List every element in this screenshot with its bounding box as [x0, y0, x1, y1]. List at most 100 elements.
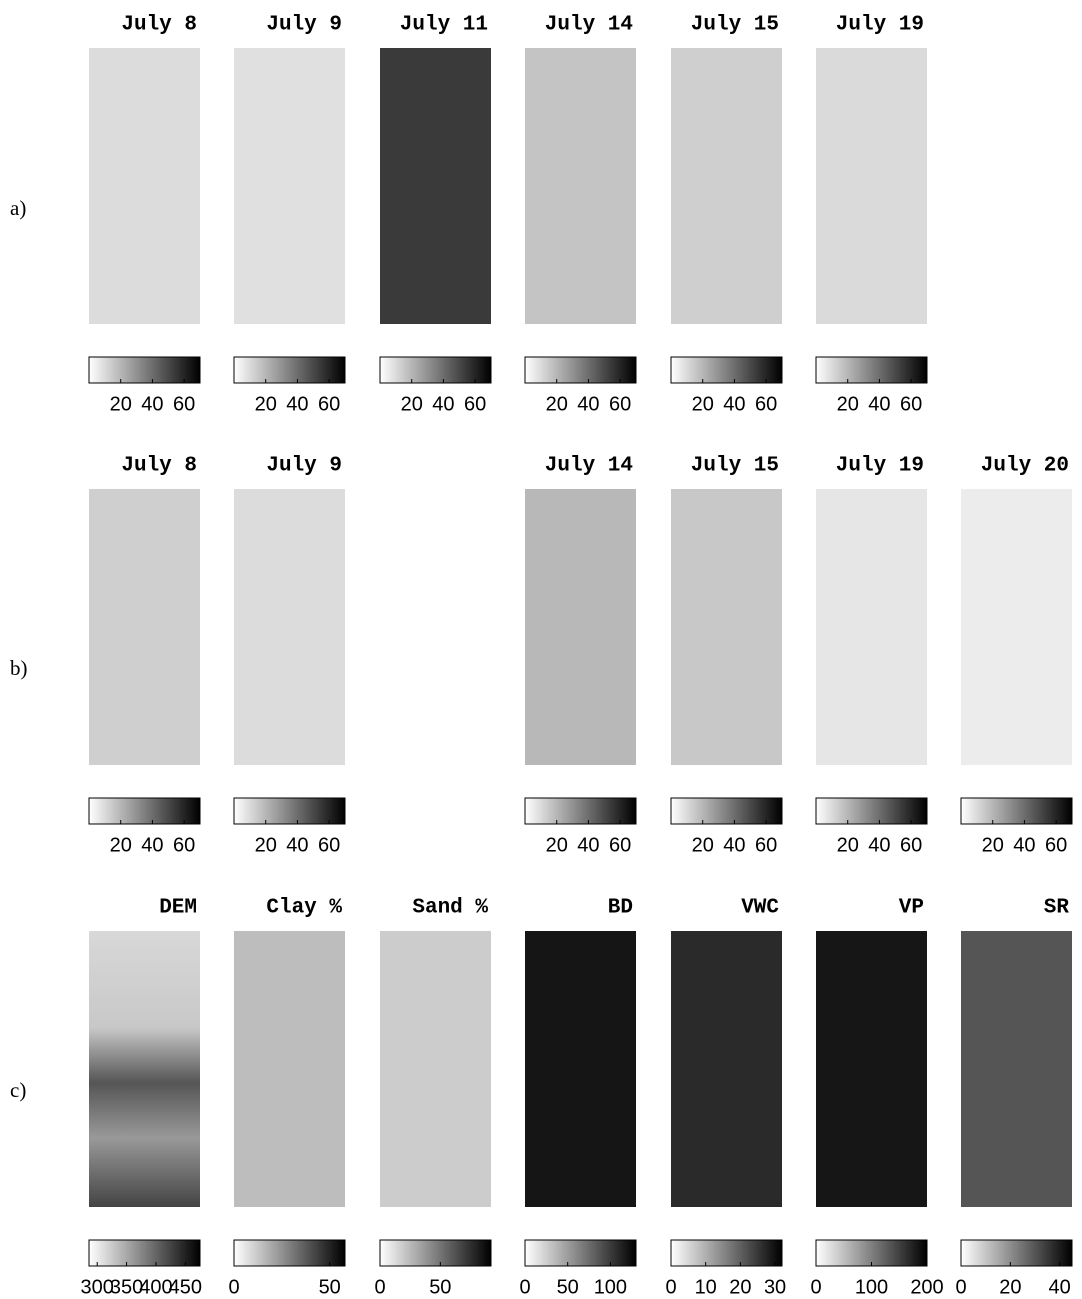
row-label: b): [10, 656, 28, 680]
colorbar: [525, 1240, 636, 1266]
map-image: [380, 48, 491, 324]
colorbar-tick-label: 0: [665, 1276, 676, 1298]
map-image: [234, 931, 345, 1207]
colorbar: [961, 798, 1072, 824]
colorbar-tick-label: 20: [692, 834, 714, 856]
panel-title: SR: [1044, 897, 1070, 920]
colorbar-tick-label: 20: [110, 834, 132, 856]
colorbar-tick-label: 60: [609, 834, 631, 856]
colorbar-tick-label: 0: [810, 1276, 821, 1298]
panel-title: BD: [608, 897, 633, 920]
colorbar-tick-label: 20: [837, 393, 859, 415]
panel-title: July 15: [691, 14, 779, 37]
panel-title: July 14: [545, 14, 633, 37]
colorbar-tick-label: 20: [837, 834, 859, 856]
figure: a) July 8 20 40 60 July 9 20 40 60 July 11 20 40 60 J…: [0, 0, 1082, 1299]
panel-title: July 9: [266, 455, 342, 478]
colorbar-tick-label: 100: [594, 1276, 627, 1298]
panel-title: July 19: [836, 14, 924, 37]
colorbar-tick-label: 40: [868, 393, 890, 415]
colorbar: [671, 1240, 782, 1266]
map-image: [380, 931, 491, 1207]
colorbar: [525, 798, 636, 824]
map-image: [816, 489, 927, 765]
row-label: a): [10, 196, 26, 220]
colorbar-tick-label: 50: [429, 1276, 451, 1298]
panel-title: July 20: [981, 455, 1069, 478]
colorbar-tick-label: 200: [910, 1276, 943, 1298]
map-image: [671, 931, 782, 1207]
panel-title: Sand %: [412, 897, 488, 920]
panel-title: DEM: [159, 897, 197, 920]
map-image: [816, 931, 927, 1207]
colorbar-tick-label: 300: [81, 1276, 114, 1298]
colorbar-tick-label: 0: [228, 1276, 239, 1298]
colorbar-tick-label: 60: [464, 393, 486, 415]
colorbar-tick-label: 40: [723, 834, 745, 856]
map-image: [816, 48, 927, 324]
colorbar-tick-label: 20: [729, 1276, 751, 1298]
colorbar-tick-label: 20: [546, 834, 568, 856]
colorbar: [671, 357, 782, 383]
colorbar: [380, 1240, 491, 1266]
panel-title: VP: [899, 897, 924, 920]
colorbar-tick-label: 60: [900, 393, 922, 415]
panel-title: VWC: [741, 897, 779, 920]
colorbar-tick-label: 40: [141, 834, 163, 856]
map-image: [89, 931, 200, 1207]
colorbar-tick-label: 40: [432, 393, 454, 415]
row-label: c): [10, 1078, 26, 1102]
map-image: [89, 48, 200, 324]
colorbar-tick-label: 20: [692, 393, 714, 415]
colorbar: [89, 798, 200, 824]
colorbar-tick-label: 0: [374, 1276, 385, 1298]
colorbar-tick-label: 40: [286, 393, 308, 415]
colorbar-tick-label: 20: [255, 834, 277, 856]
colorbar-tick-label: 400: [139, 1276, 172, 1298]
colorbar: [380, 357, 491, 383]
map-image: [671, 489, 782, 765]
colorbar-tick-label: 60: [173, 393, 195, 415]
map-image: [234, 489, 345, 765]
colorbar-tick-label: 20: [546, 393, 568, 415]
colorbar-tick-label: 50: [557, 1276, 579, 1298]
colorbar-tick-label: 20: [999, 1276, 1021, 1298]
map-image: [525, 48, 636, 324]
colorbar: [89, 1240, 200, 1266]
panel-title: Clay %: [266, 897, 342, 920]
map-image: [525, 931, 636, 1207]
panel-title: July 19: [836, 455, 924, 478]
panel-title: July 15: [691, 455, 779, 478]
colorbar-tick-label: 100: [855, 1276, 888, 1298]
map-image: [961, 489, 1072, 765]
panel-title: July 11: [400, 14, 488, 37]
colorbar-tick-label: 0: [519, 1276, 530, 1298]
colorbar-tick-label: 60: [900, 834, 922, 856]
colorbar-tick-label: 60: [318, 393, 340, 415]
colorbar-tick-label: 50: [319, 1276, 341, 1298]
colorbar-tick-label: 60: [755, 393, 777, 415]
colorbar-tick-label: 20: [255, 393, 277, 415]
colorbar-tick-label: 20: [401, 393, 423, 415]
colorbar: [89, 357, 200, 383]
panel-title: July 8: [121, 14, 197, 37]
colorbar-tick-label: 40: [577, 393, 599, 415]
colorbar-tick-label: 20: [982, 834, 1004, 856]
colorbar-tick-label: 40: [286, 834, 308, 856]
panel-title: July 9: [266, 14, 342, 37]
colorbar-tick-label: 60: [755, 834, 777, 856]
colorbar-tick-label: 40: [141, 393, 163, 415]
colorbar: [961, 1240, 1072, 1266]
colorbar-tick-label: 60: [173, 834, 195, 856]
panel-title: July 8: [121, 455, 197, 478]
map-image: [234, 48, 345, 324]
map-image: [671, 48, 782, 324]
colorbar-tick-label: 40: [1049, 1276, 1071, 1298]
colorbar-tick-label: 450: [169, 1276, 202, 1298]
panel-title: July 14: [545, 455, 633, 478]
colorbar-tick-label: 40: [868, 834, 890, 856]
colorbar-tick-label: 30: [764, 1276, 786, 1298]
colorbar-tick-label: 60: [609, 393, 631, 415]
colorbar-tick-label: 40: [577, 834, 599, 856]
colorbar-tick-label: 40: [1013, 834, 1035, 856]
